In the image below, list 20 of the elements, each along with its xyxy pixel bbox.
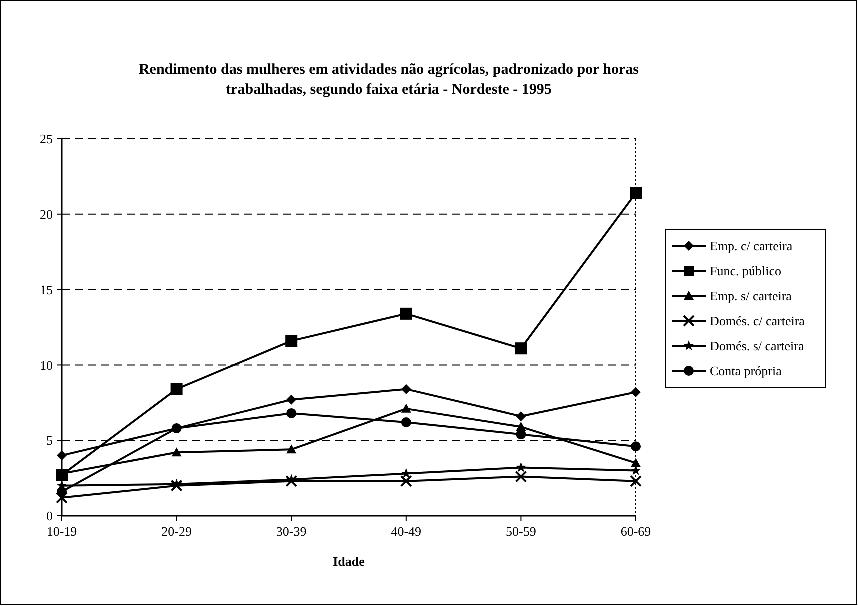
y-tick-label: 20 [40,206,53,222]
legend-label: Emp. s/ carteira [710,288,792,304]
legend-label: Func. público [710,264,782,279]
y-tick-label: 5 [46,433,53,448]
x-tick-label: 10-19 [46,524,78,539]
chart-title: Rendimento das mulheres em atividades não agrícolas, padronizado por horas trabalhadas, segundo faixa etária - Nordeste - 1995 [138,62,640,98]
legend-label: Emp. c/ carteira [710,238,793,254]
x-tick-label: 40-49 [391,524,422,539]
y-tick-label: 10 [40,358,53,373]
x-axis-title: Idade [333,554,366,569]
legend-label: Domés. s/ carteira [710,338,804,354]
x-tick-label: 20-29 [162,524,192,539]
x-tick-label: 50-59 [506,524,536,539]
y-tick-label: 15 [40,282,53,298]
x-tick-label: 60-69 [620,524,652,539]
y-tick-label: 25 [40,132,53,147]
legend-label: Conta própria [710,364,782,379]
y-tick-label: 0 [46,508,53,524]
x-tick-label: 30-39 [276,524,307,539]
legend-label: Domés. c/ carteira [710,314,806,329]
